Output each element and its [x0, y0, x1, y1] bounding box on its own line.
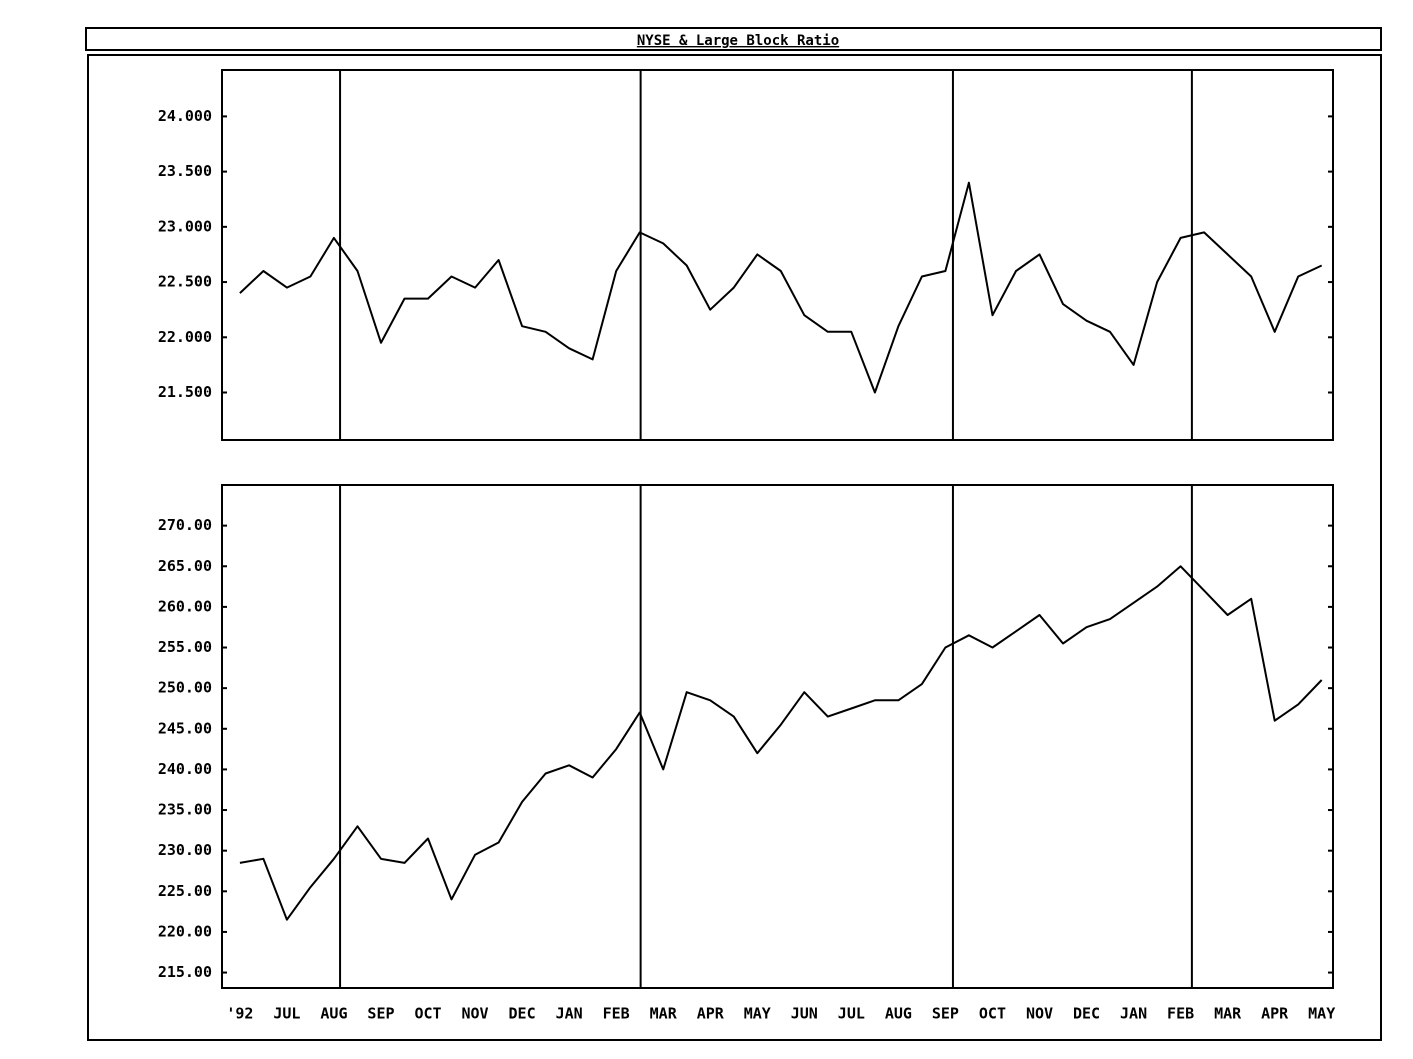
y-tick-label: 240.00 [158, 760, 212, 778]
x-tick-label: NOV [1026, 1005, 1053, 1023]
frame [87, 54, 1382, 1041]
x-tick-label: JUL [273, 1005, 300, 1023]
y-tick-label: 23.500 [158, 162, 212, 180]
x-tick-label: MAR [1214, 1005, 1242, 1023]
x-tick-label: APR [697, 1005, 725, 1023]
data-line [239, 181, 1323, 394]
x-tick-label: APR [1261, 1005, 1289, 1023]
y-tick-label: 230.00 [158, 841, 212, 859]
x-tick-label: JAN [556, 1005, 583, 1023]
x-tick-label: JUL [838, 1005, 865, 1023]
y-tick-label: 22.000 [158, 328, 212, 346]
y-tick-label: 225.00 [158, 882, 212, 900]
y-tick-label: 245.00 [158, 719, 212, 737]
x-tick-label: SEP [367, 1005, 394, 1023]
x-tick-label: OCT [979, 1005, 1006, 1023]
y-tick-label: 250.00 [158, 679, 212, 697]
title-bar [85, 27, 1382, 51]
x-tick-label: DEC [509, 1005, 536, 1023]
plot-area [221, 484, 1334, 989]
y-tick-label: 265.00 [158, 557, 212, 575]
x-tick-label: MAR [650, 1005, 678, 1023]
x-tick-label: NOV [462, 1005, 489, 1023]
y-tick-label: 260.00 [158, 597, 212, 615]
x-tick-label: '92 [226, 1005, 253, 1023]
data-line [239, 565, 1323, 921]
x-tick-label: FEB [603, 1005, 630, 1023]
y-tick-label: 270.00 [158, 516, 212, 534]
x-tick-label: MAY [1308, 1005, 1335, 1023]
x-tick-label: AUG [320, 1005, 347, 1023]
plot-area [221, 69, 1334, 441]
y-tick-label: 21.500 [158, 383, 212, 401]
y-tick-label: 23.000 [158, 217, 212, 235]
x-tick-label: AUG [885, 1005, 912, 1023]
y-tick-label: 215.00 [158, 963, 212, 981]
x-tick-label: JUN [791, 1005, 818, 1023]
y-tick-label: 220.00 [158, 922, 212, 940]
x-tick-label: OCT [414, 1005, 441, 1023]
y-tick-label: 235.00 [158, 801, 212, 819]
y-tick-label: 255.00 [158, 638, 212, 656]
x-tick-label: DEC [1073, 1005, 1100, 1023]
x-tick-label: JAN [1120, 1005, 1147, 1023]
y-tick-label: 22.500 [158, 273, 212, 291]
x-tick-label: MAY [744, 1005, 771, 1023]
x-tick-label: SEP [932, 1005, 959, 1023]
y-tick-label: 24.000 [158, 107, 212, 125]
chart-title: NYSE & Large Block Ratio [637, 33, 839, 49]
x-tick-label: FEB [1167, 1005, 1194, 1023]
